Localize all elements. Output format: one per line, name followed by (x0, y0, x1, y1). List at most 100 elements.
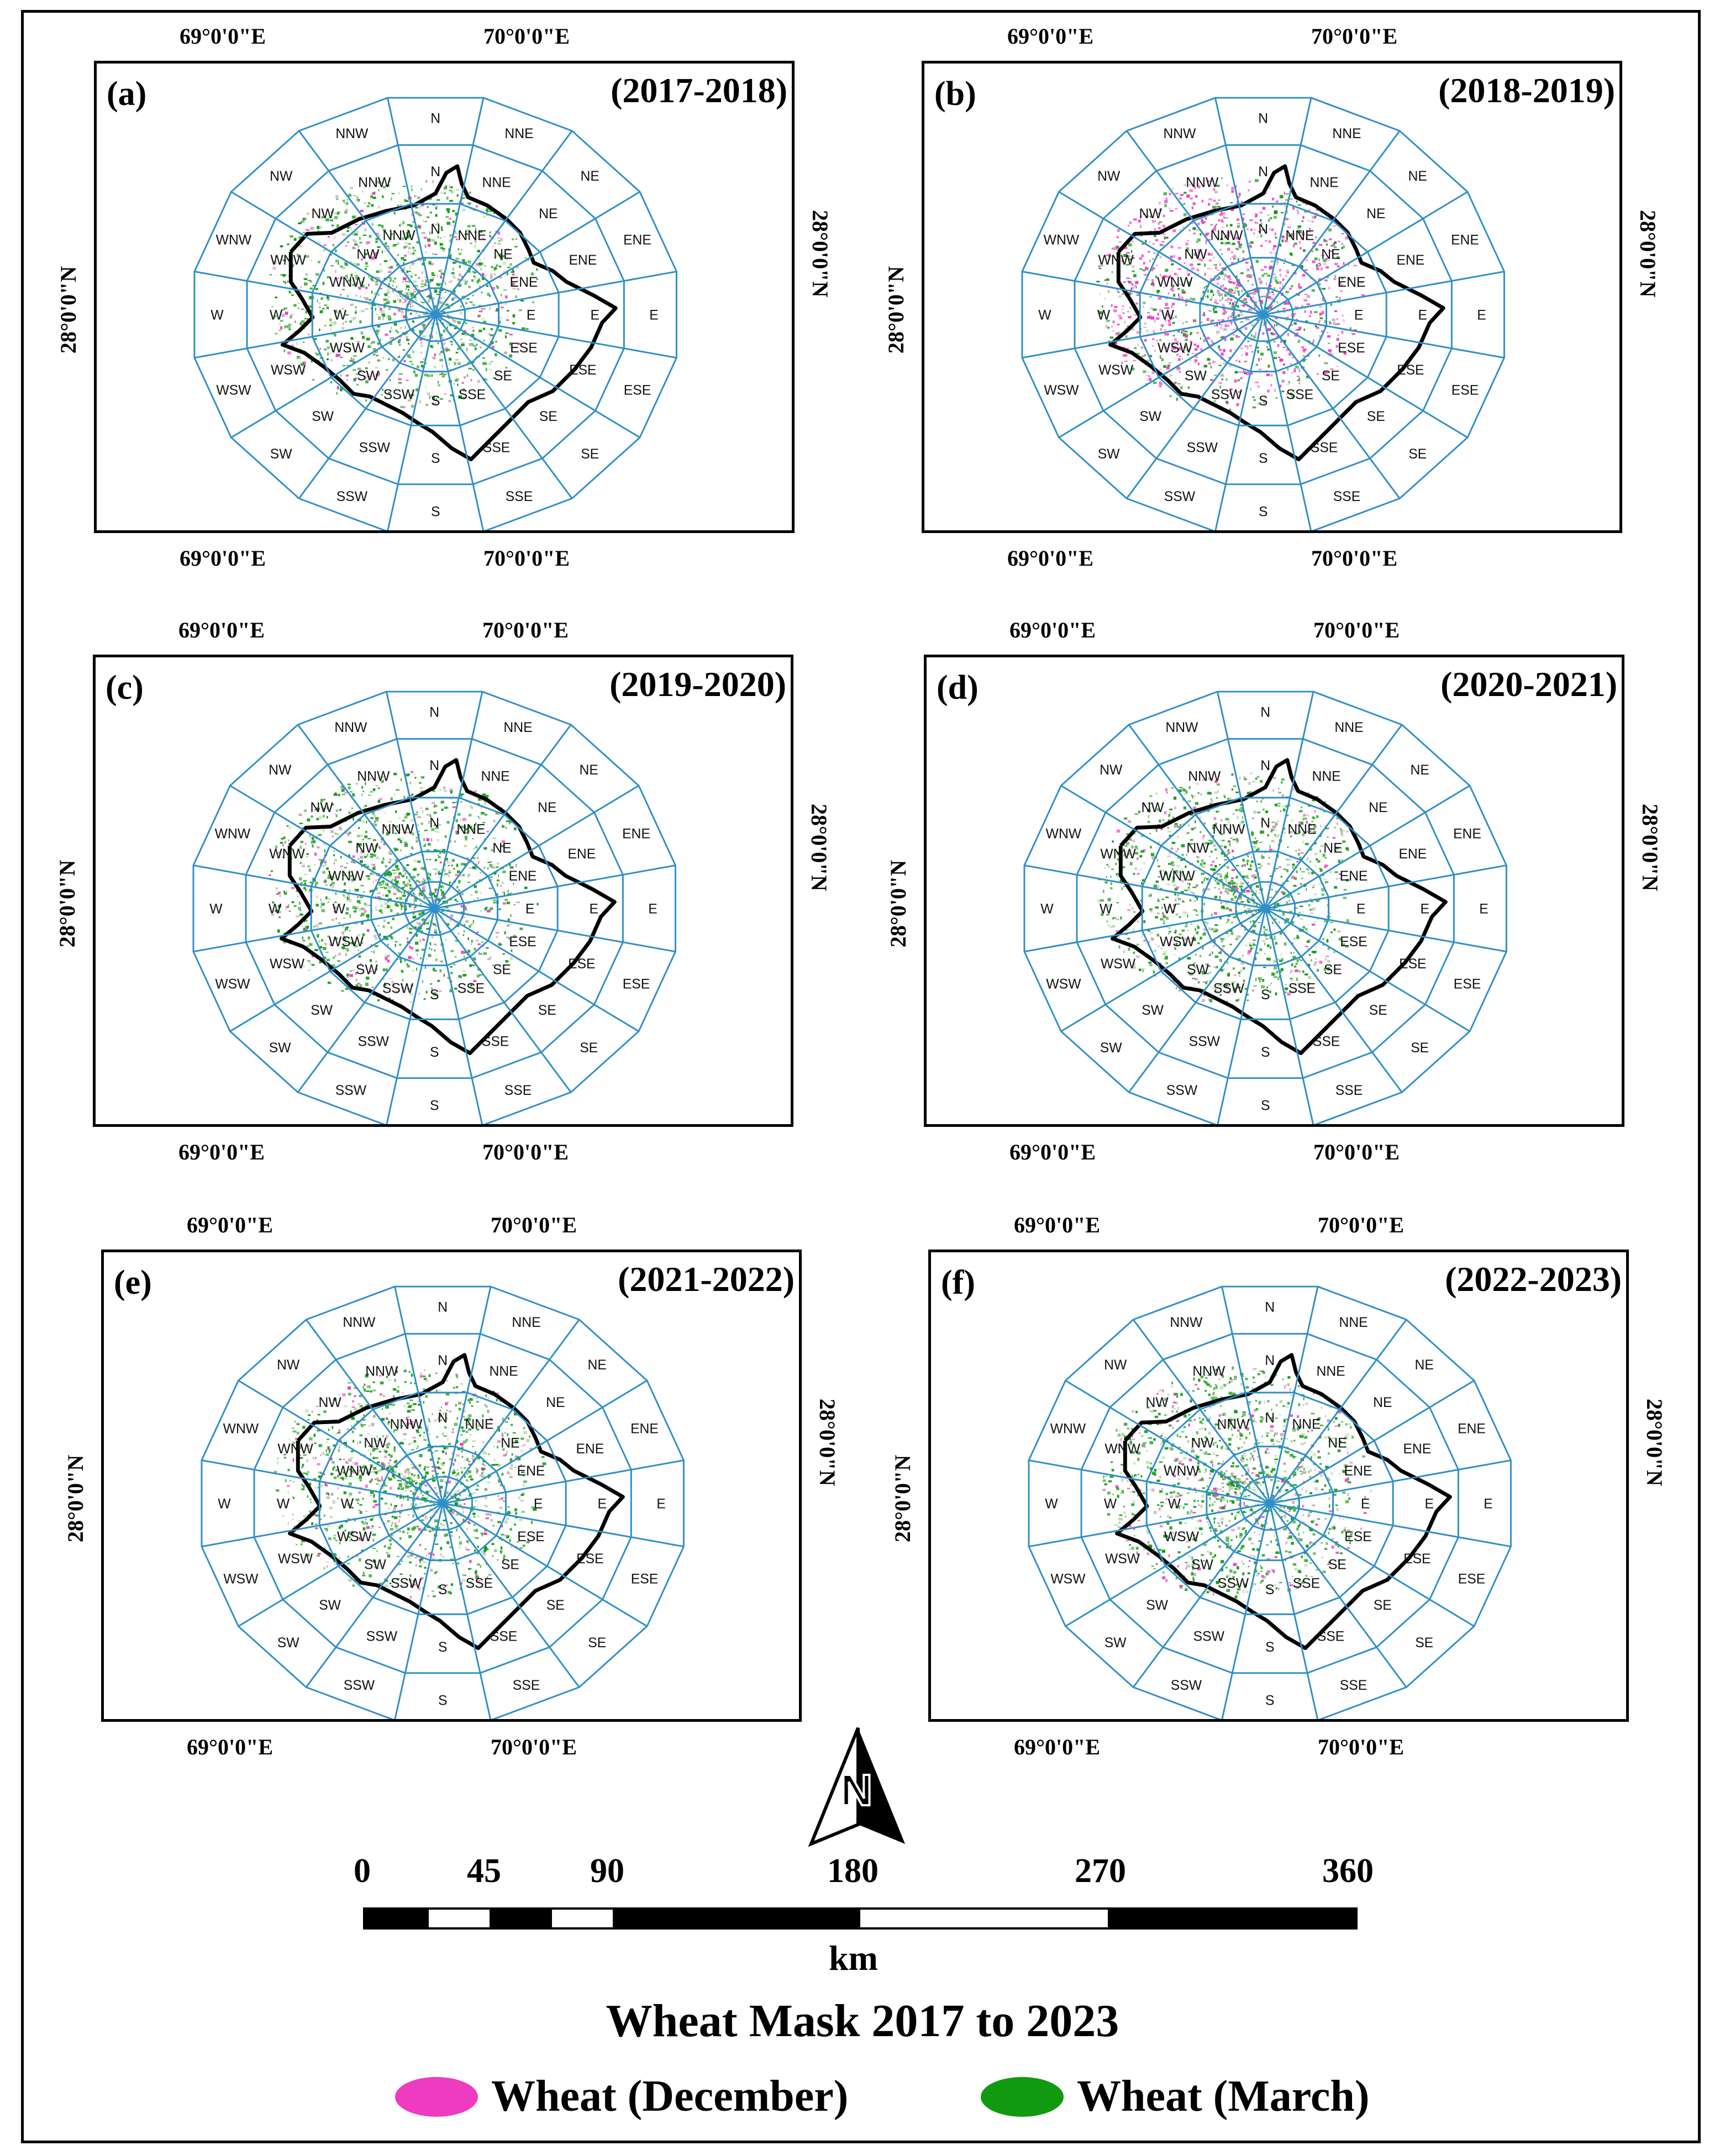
direction-label-ssw: SSW (335, 1083, 367, 1098)
direction-label-wsw: WSW (1046, 977, 1081, 992)
panel-letter: (c) (106, 669, 144, 707)
direction-label-w: W (269, 902, 282, 917)
latitude-label-right: 28°0'0"N (1642, 1399, 1667, 1486)
direction-label-nne: NNE (1334, 720, 1363, 735)
direction-label-n: N (429, 758, 439, 773)
direction-label-sw: SW (1142, 1003, 1164, 1018)
direction-label-n: N (438, 1411, 448, 1426)
direction-label-n: N (430, 112, 440, 126)
direction-label-sw: SW (1139, 409, 1161, 424)
direction-label-wsw: WSW (1158, 341, 1193, 356)
direction-label-nne: NNE (1285, 229, 1314, 244)
direction-label-nnw: NNW (1165, 720, 1198, 735)
longitude-label-bottom-2: 70°0'0"E (491, 1735, 577, 1759)
direction-label-nnw: NNW (357, 769, 390, 784)
legend-item-december: Wheat (December) (395, 2071, 848, 2122)
direction-label-ene: ENE (569, 253, 597, 268)
scale-tick-360: 360 (1322, 1852, 1374, 1890)
direction-grid (192, 690, 676, 1124)
direction-label-ese: ESE (623, 977, 650, 992)
direction-label-ese: ESE (569, 363, 596, 378)
direction-label-sse: SSE (1335, 1083, 1363, 1098)
map-panel-c: N NNE NE ENE E ESE SE SSE S SSW SW WSW W WNW NW NNW N NNE… (93, 655, 793, 1127)
direction-label-nnw: NNW (1192, 1364, 1226, 1379)
longitude-label-bottom-2: 70°0'0"E (482, 1140, 569, 1164)
longitude-label-bottom-2: 70°0'0"E (1311, 546, 1397, 571)
direction-label-nnw: NNW (1210, 229, 1243, 244)
direction-label-n: N (1260, 758, 1270, 773)
direction-label-nw: NW (270, 169, 293, 184)
map-panel-graphic: NNNENEENEEESESESSESSSWSWWSWWWNWNWNNWNNNE… (193, 97, 677, 530)
longitude-label-top-1: 69°0'0"E (178, 618, 265, 642)
direction-label-sse: SSE (1317, 1629, 1344, 1644)
longitude-label-top-1: 69°0'0"E (1007, 24, 1093, 49)
direction-label-ne: NE (492, 841, 511, 856)
direction-label-e: E (1425, 1497, 1434, 1512)
direction-label-nne: NNE (457, 229, 486, 244)
latitude-label-left: 28°0'0"N (56, 266, 81, 354)
direction-label-ne: NE (493, 247, 512, 262)
direction-label-w: W (270, 308, 283, 323)
longitude-label-bottom-1: 69°0'0"E (1009, 1140, 1096, 1164)
direction-label-se: SE (1328, 1558, 1347, 1573)
direction-label-n: N (1258, 222, 1268, 237)
direction-label-wsw: WSW (1044, 383, 1079, 398)
direction-label-ese: ESE (568, 957, 595, 972)
direction-label-n: N (1260, 705, 1270, 720)
direction-label-se: SE (493, 963, 511, 978)
direction-label-wnw: WNW (329, 275, 365, 290)
direction-label-ese: ESE (1458, 1572, 1485, 1587)
direction-label-wsw: WSW (270, 957, 305, 972)
direction-label-nnw: NNW (358, 176, 391, 191)
direction-label-nne: NNE (1332, 126, 1361, 141)
direction-label-e: E (1421, 902, 1429, 917)
map-panel-a: N NNE NE ENE E ESE SE SSE S SSW SW WSW W WNW NW NNW N NNE… (94, 61, 795, 533)
direction-label-se: SE (1324, 963, 1342, 978)
scale-unit: km (829, 1938, 878, 1978)
direction-label-n: N (438, 1353, 448, 1368)
panel-letter: (d) (937, 669, 979, 707)
longitude-label-bottom-1: 69°0'0"E (187, 1735, 273, 1759)
direction-label-nw: NW (1097, 169, 1121, 184)
direction-label-se: SE (1415, 1636, 1433, 1651)
direction-label-ssw: SSW (336, 489, 368, 504)
direction-label-wsw: WSW (1101, 957, 1136, 972)
direction-label-w: W (1100, 902, 1113, 917)
direction-label-wsw: WSW (271, 363, 306, 378)
direction-label-w: W (211, 308, 224, 323)
direction-label-ne: NE (1369, 800, 1387, 815)
panel-years: (2018-2019) (1438, 71, 1615, 110)
direction-label-ese: ESE (517, 1530, 544, 1544)
figure-frame (21, 10, 1701, 2143)
direction-label-sse: SSE (482, 1034, 509, 1049)
direction-label-nne: NNE (1312, 769, 1341, 784)
direction-label-nnw: NNW (334, 720, 367, 735)
direction-label-wnw: WNW (216, 233, 252, 247)
direction-label-nne: NNE (1339, 1315, 1368, 1330)
direction-label-nne: NNE (1292, 1417, 1321, 1432)
direction-label-ssw: SSW (358, 1034, 390, 1049)
direction-label-ese: ESE (624, 383, 651, 398)
direction-label-wnw: WNW (1046, 826, 1082, 841)
direction-label-sw: SW (1185, 369, 1207, 384)
direction-label-ese: ESE (576, 1552, 603, 1567)
direction-label-ne: NE (538, 800, 556, 815)
map-panel-graphic: NNNENEENEEESESESSESSSWSWWSWWWNWNWNNWNNNE… (201, 1285, 685, 1719)
direction-label-w: W (1038, 308, 1051, 323)
direction-label-wsw: WSW (1160, 935, 1195, 950)
direction-label-ssw: SSW (391, 1576, 422, 1591)
direction-label-sse: SSE (1289, 981, 1316, 996)
direction-label-ne: NE (588, 1358, 607, 1373)
panel-years: (2019-2020) (609, 665, 786, 704)
scale-tick-180: 180 (827, 1852, 879, 1890)
direction-label-nw: NW (1100, 763, 1123, 778)
direction-label-ene: ENE (1396, 253, 1424, 268)
panel-letter: (e) (114, 1264, 152, 1301)
direction-label-e: E (590, 902, 598, 917)
direction-label-s: S (438, 1583, 447, 1598)
direction-label-ene: ENE (622, 826, 650, 841)
scale-tick-270: 270 (1075, 1852, 1126, 1890)
direction-grid (1023, 690, 1507, 1124)
direction-label-wnw: WNW (1157, 275, 1193, 290)
direction-label-nw: NW (319, 1395, 342, 1410)
